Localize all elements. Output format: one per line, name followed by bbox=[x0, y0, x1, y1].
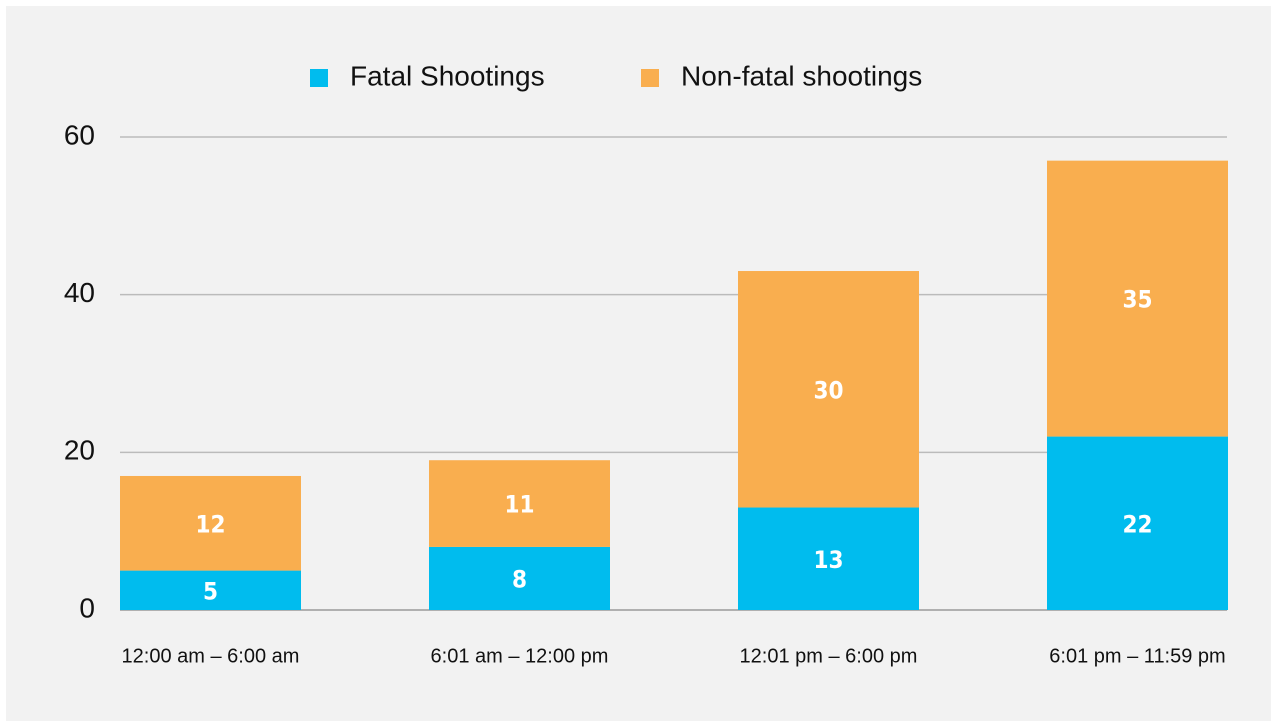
bar-segment bbox=[120, 475, 301, 571]
bar-segment bbox=[429, 460, 610, 547]
bar-segment bbox=[738, 271, 919, 508]
data-label: 5 bbox=[203, 577, 218, 605]
data-label: 30 bbox=[813, 376, 843, 404]
x-tick-label: 12:00 am – 6:00 am bbox=[122, 645, 300, 667]
y-tick-label: 60 bbox=[64, 119, 95, 150]
y-tick-label: 0 bbox=[79, 592, 95, 623]
data-label: 13 bbox=[813, 546, 843, 574]
bar-segment bbox=[429, 546, 610, 610]
x-tick-label: 6:01 pm – 11:59 pm bbox=[1049, 645, 1225, 667]
legend-label: Fatal Shootings bbox=[350, 60, 545, 91]
y-tick-label: 40 bbox=[64, 277, 95, 308]
data-label: 11 bbox=[504, 491, 534, 519]
legend-swatch bbox=[641, 69, 659, 87]
data-label: 35 bbox=[1122, 286, 1152, 314]
bar-segment bbox=[738, 507, 919, 610]
data-label: 8 bbox=[512, 565, 527, 593]
x-tick-label: 12:01 pm – 6:00 pm bbox=[740, 645, 918, 667]
bar-segment bbox=[1047, 436, 1228, 610]
legend-label: Non-fatal shootings bbox=[681, 60, 922, 91]
data-label: 12 bbox=[195, 510, 225, 538]
bar-segment bbox=[1047, 160, 1228, 437]
legend-swatch bbox=[310, 69, 328, 87]
data-label: 22 bbox=[1122, 510, 1152, 538]
bar-segment bbox=[120, 570, 301, 610]
x-tick-label: 6:01 am – 12:00 pm bbox=[431, 645, 609, 667]
y-tick-label: 20 bbox=[64, 435, 95, 466]
